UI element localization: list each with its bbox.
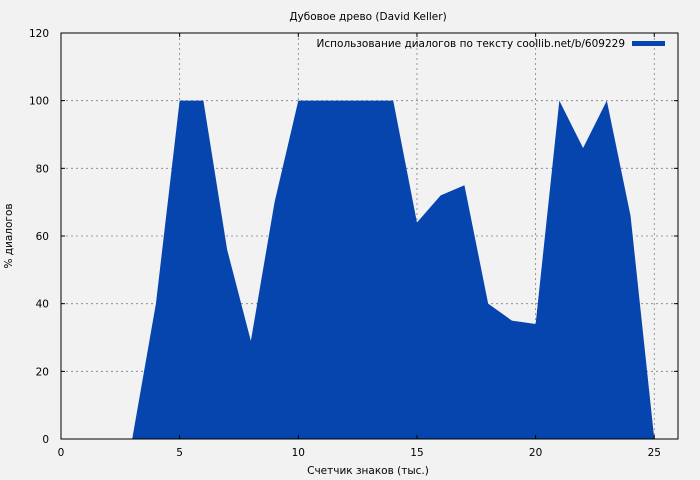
x-tick-label: 15 <box>410 447 423 459</box>
y-axis-label: % диалогов <box>3 203 15 268</box>
x-tick-label: 25 <box>648 447 661 459</box>
x-tick-label: 0 <box>58 447 65 459</box>
series-area <box>132 100 655 440</box>
x-axis-label: Счетчик знаков (тыс.) <box>307 465 429 477</box>
y-tick-label: 40 <box>36 299 49 311</box>
y-tick-label: 0 <box>42 434 49 446</box>
legend: Использование диалогов по тексту coollib… <box>317 38 665 50</box>
x-tick-label: 10 <box>292 447 305 459</box>
y-tick-label: 20 <box>36 366 49 378</box>
x-tick-label: 20 <box>529 447 542 459</box>
x-tick-label: 5 <box>176 447 183 459</box>
legend-label: Использование диалогов по тексту coollib… <box>317 38 625 50</box>
y-tick-label: 80 <box>36 163 49 175</box>
y-tick-label: 100 <box>29 96 49 108</box>
y-tick-label: 60 <box>36 231 49 243</box>
y-axis-ticks: 0 20 40 60 80 100 120 <box>29 28 678 446</box>
chart-title: Дубовое древо (David Keller) <box>289 11 446 23</box>
x-axis-ticks: 0 5 10 15 20 25 <box>58 33 661 459</box>
legend-swatch <box>632 41 665 46</box>
y-tick-label: 120 <box>29 28 49 40</box>
